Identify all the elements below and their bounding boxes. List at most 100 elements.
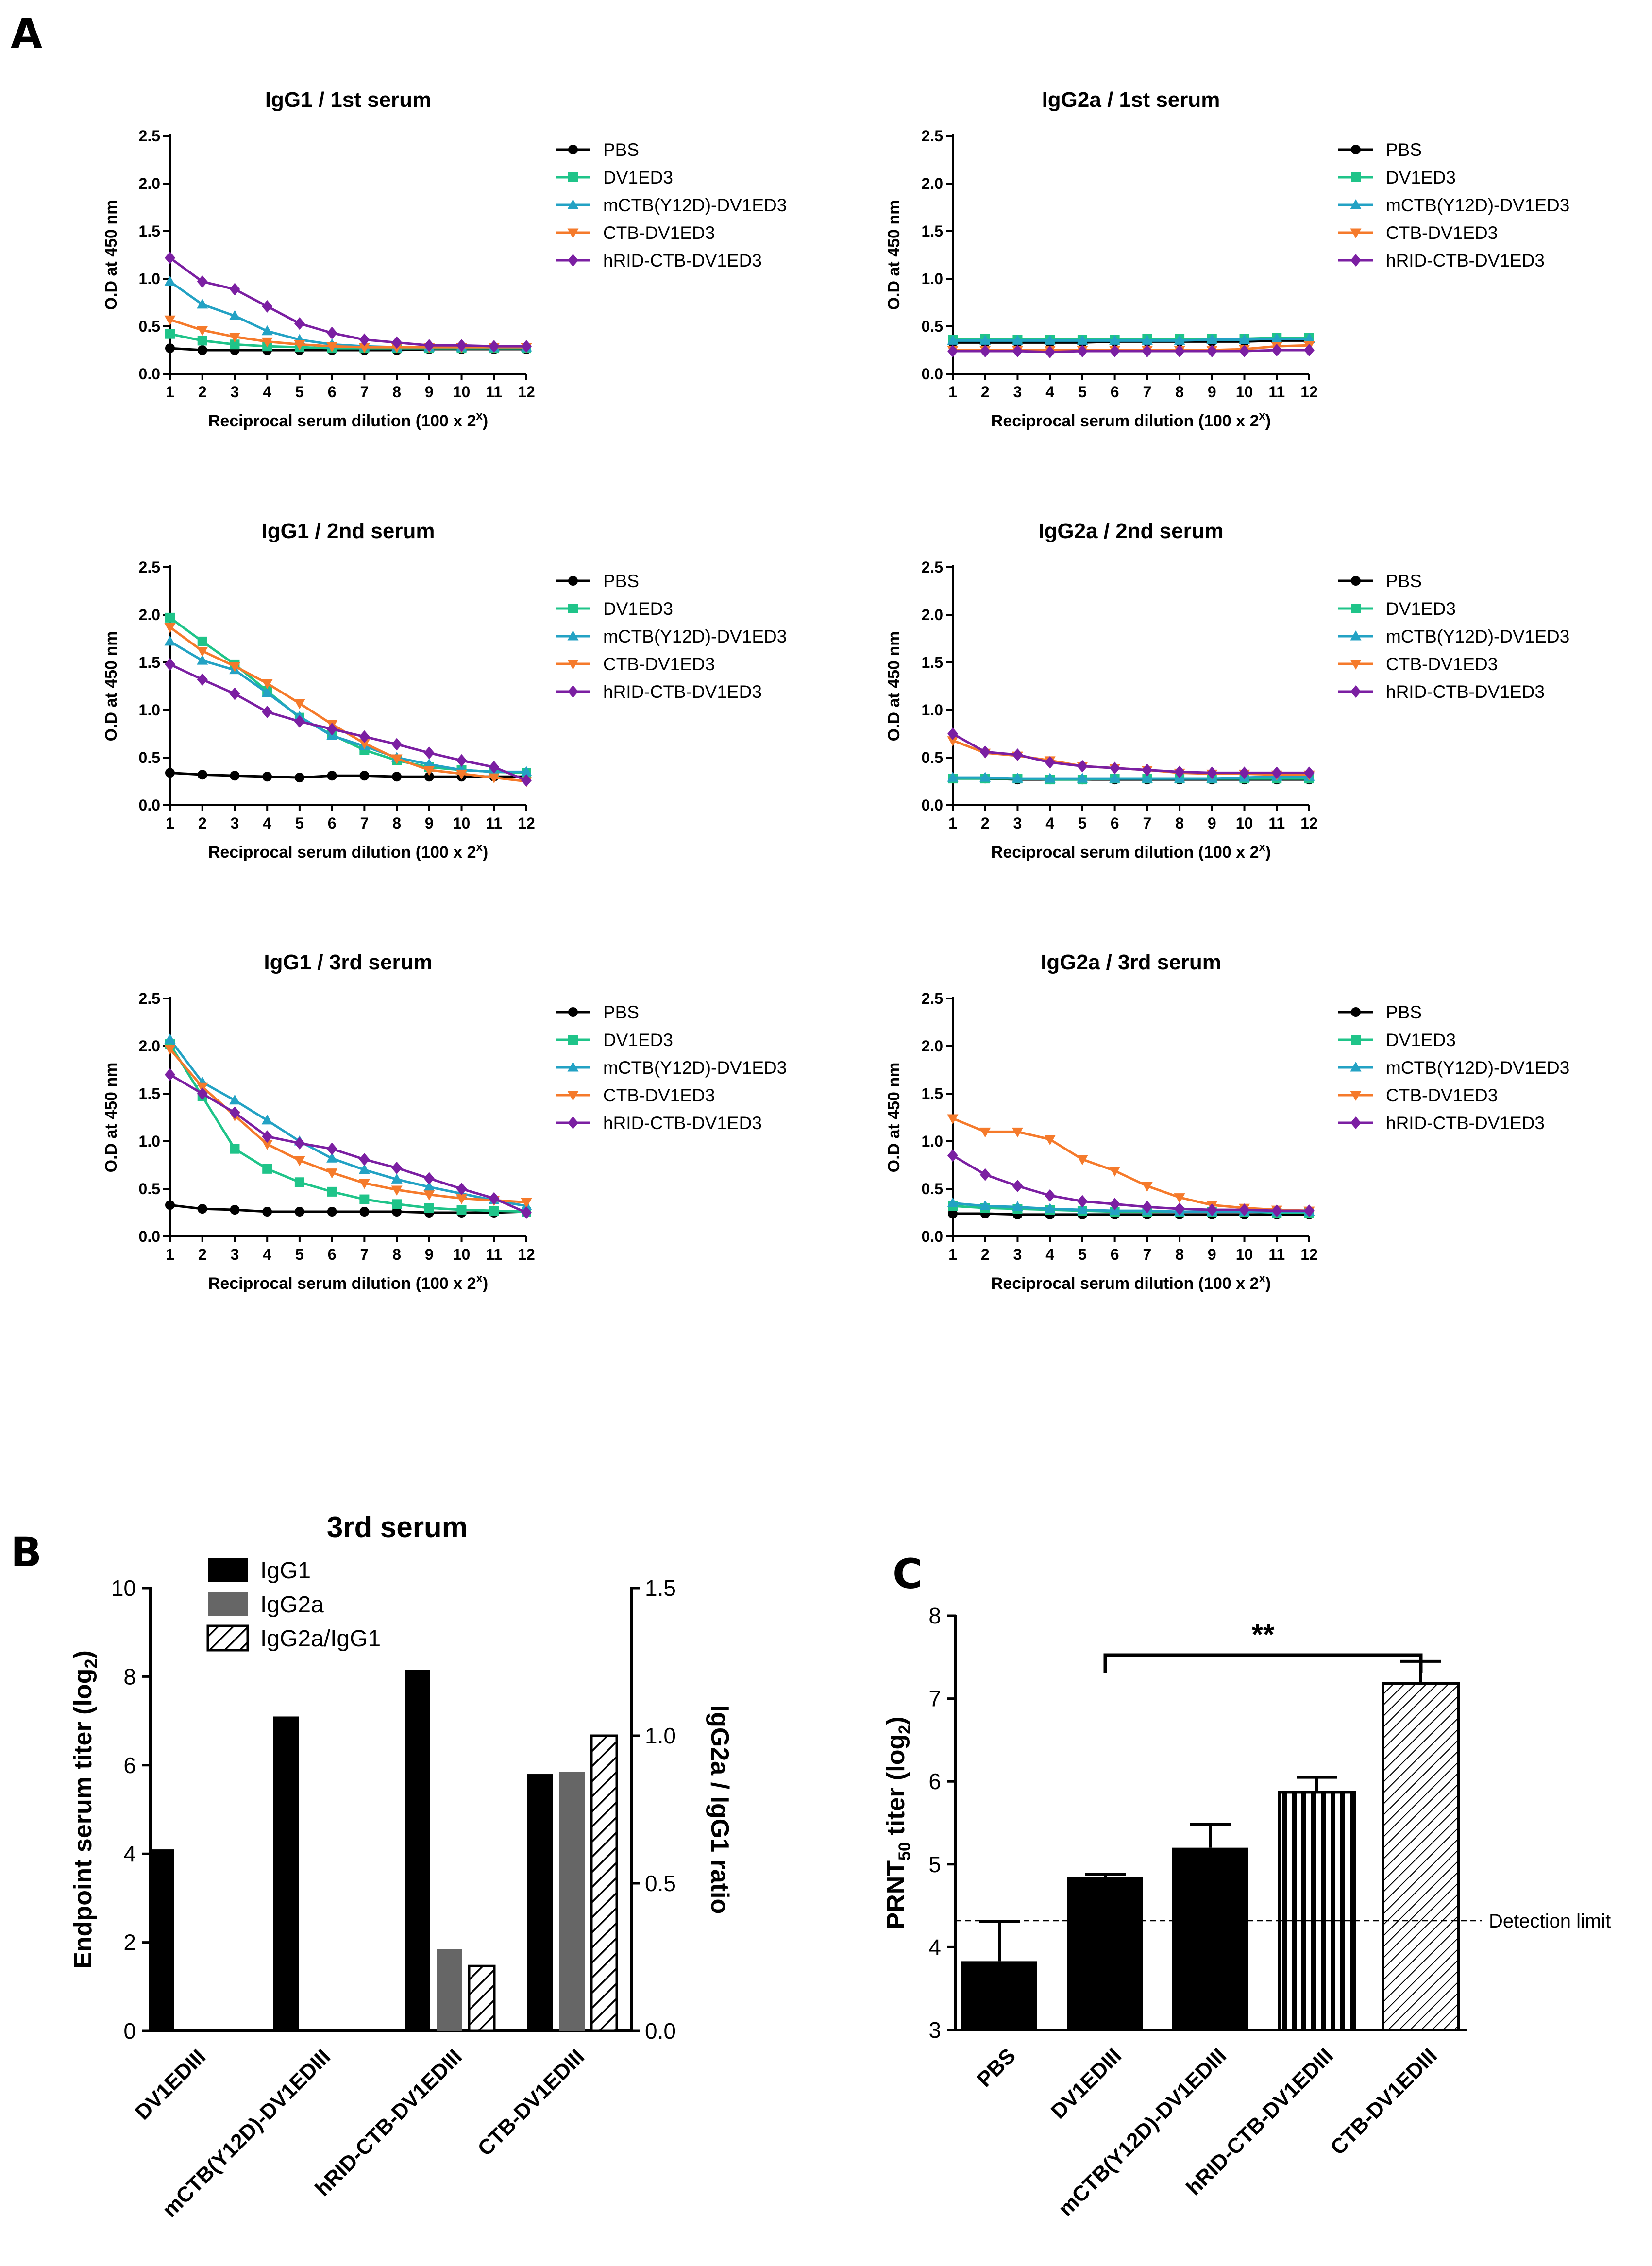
series-3: [947, 333, 1315, 345]
y-tick-label: 1.0: [922, 1133, 943, 1150]
data-point: [326, 1142, 337, 1155]
chart-title: IgG2a / 3rd serum: [1041, 950, 1221, 974]
data-point: [164, 315, 176, 326]
significance-bracket: [1103, 1653, 1423, 1673]
data-point: [391, 336, 403, 349]
bar: [1172, 1847, 1248, 2030]
data-point: [1142, 763, 1153, 777]
data-point: [197, 298, 208, 309]
y-tick-label: 0.5: [139, 1180, 160, 1198]
y-tick-label: 0.0: [139, 365, 160, 383]
data-point: [1304, 344, 1315, 356]
series-5: [947, 727, 1315, 779]
x-axis-label: Reciprocal serum dilution (100 x 2x): [991, 841, 1271, 862]
series-2: [165, 612, 531, 778]
data-point: [947, 1149, 958, 1162]
y-tick-label: 2.0: [139, 175, 160, 192]
x-tick-label: 10: [1236, 1246, 1253, 1263]
series-line: [952, 1201, 1309, 1213]
legend-label: CTB-DV1ED3: [603, 654, 715, 674]
legend-label: mCTB(Y12D)-DV1ED3: [603, 195, 787, 215]
series-line: [169, 1043, 527, 1213]
x-tick-label: 7: [360, 814, 369, 832]
legend-marker: [1351, 576, 1361, 586]
x-tick-label: 6: [328, 1246, 337, 1263]
series-3: [164, 275, 532, 352]
legend-label: hRID-CTB-DV1ED3: [1386, 682, 1545, 702]
legend-label: CTB-DV1ED3: [1386, 654, 1498, 674]
legend-label: mCTB(Y12D)-DV1ED3: [1386, 626, 1569, 646]
data-point: [1109, 335, 1121, 345]
data-point: [1077, 773, 1088, 783]
y-tick-label: 0.0: [139, 796, 160, 814]
data-point: [197, 275, 208, 288]
legend-label: CTB-DV1ED3: [603, 1085, 715, 1105]
series-line: [169, 256, 526, 348]
x-tick-label: 10: [1236, 814, 1253, 832]
data-point: [1045, 756, 1056, 769]
legend-marker: [1350, 1116, 1361, 1129]
y-tick-label: 7: [928, 1686, 941, 1711]
data-point: [197, 673, 208, 686]
data-point: [1077, 1204, 1088, 1214]
data-point: [165, 343, 175, 354]
data-point: [489, 761, 500, 774]
x-tick-label: 6: [328, 814, 337, 832]
x-tick-label: 9: [1208, 383, 1216, 401]
data-point: [1011, 1127, 1023, 1138]
data-point: [294, 699, 305, 710]
legend-marker: [568, 1035, 578, 1045]
series-5: [165, 658, 532, 787]
chart-title: IgG2a / 2nd serum: [1038, 519, 1223, 543]
y-tick-label: 2.0: [922, 1037, 943, 1055]
legend-marker: [567, 228, 579, 238]
data-point: [326, 1168, 338, 1179]
data-point: [979, 1168, 991, 1181]
x-tick-label: 2: [981, 814, 990, 832]
legend-marker: [1351, 1035, 1361, 1045]
data-point: [1109, 1198, 1120, 1211]
data-point: [391, 1173, 403, 1184]
data-point: [197, 770, 207, 780]
bar: [273, 1716, 299, 2031]
legend: PBS DV1ED3 mCTB(Y12D)-DV1ED3 CTB-DV1ED3 hRID…: [1338, 571, 1569, 702]
x-axis-label: Reciprocal serum dilution (100 x 2x): [208, 841, 488, 862]
x-tick-label: 2: [981, 383, 990, 401]
data-point: [1012, 344, 1023, 357]
data-point: [423, 1172, 435, 1185]
x-tick-label: 3: [231, 1246, 239, 1263]
x-tick-label: 4: [1045, 814, 1054, 832]
x-tick-label: 12: [1300, 1246, 1318, 1263]
x-tick-label: 3: [1013, 814, 1022, 832]
y-tick-label: 2.5: [139, 990, 160, 1007]
data-point: [359, 771, 370, 781]
y-tick-label: 0.5: [139, 318, 160, 335]
legend-marker: [568, 1116, 578, 1129]
data-point: [488, 773, 500, 784]
data-point: [521, 766, 532, 776]
x-tick-label: 4: [1045, 383, 1054, 401]
data-point: [1012, 1180, 1023, 1193]
data-point: [521, 1198, 532, 1208]
y-tick-label: 2: [123, 1930, 136, 1955]
data-point: [1239, 1203, 1250, 1217]
bar: [405, 1670, 430, 2031]
series-5: [947, 344, 1315, 358]
x-tick-label: 10: [1236, 383, 1253, 401]
data-point: [979, 1127, 991, 1138]
bar: [1382, 1682, 1460, 2032]
x-tick-label: DV1EDIII: [131, 2045, 210, 2124]
legend-swatch: [208, 1558, 248, 1582]
legend-label: DV1ED3: [1386, 1030, 1456, 1050]
y-tick-label: 6: [928, 1769, 941, 1794]
x-tick-label: 6: [328, 383, 337, 401]
y-tick-label: 1.5: [139, 1085, 160, 1102]
data-point: [164, 1045, 176, 1055]
detection-limit-label: Detection limit: [1489, 1911, 1611, 1932]
x-tick-label: 9: [1208, 1246, 1216, 1263]
x-tick-label: 7: [360, 1246, 369, 1263]
data-point: [456, 339, 467, 352]
bar-series-2: [437, 1772, 585, 2031]
legend-marker: [1350, 1062, 1362, 1072]
